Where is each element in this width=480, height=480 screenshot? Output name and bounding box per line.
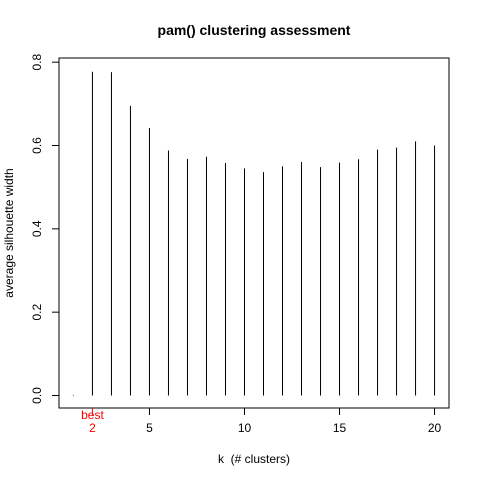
y-axis-label: average silhouette width [2, 168, 16, 297]
x-axis: 5 10 15 20 [146, 407, 442, 435]
x-tick-label: 20 [428, 421, 442, 435]
best-k-value-label: 2 [89, 421, 96, 435]
x-tick-label: 5 [146, 421, 153, 435]
y-tick-label: 0.8 [30, 54, 44, 71]
best-word-label: best [81, 408, 104, 422]
y-tick-label: 0.4 [30, 220, 44, 237]
y-axis: 0.0 0.2 0.4 0.6 0.8 [30, 54, 60, 404]
y-tick-label: 0.0 [30, 387, 44, 404]
bar-lines [72, 71, 436, 396]
y-tick-label: 0.2 [30, 304, 44, 321]
x-axis-label: k (# clusters) [218, 452, 290, 466]
x-tick-label: 10 [238, 421, 252, 435]
y-tick-label: 0.6 [30, 137, 44, 154]
chart-title: pam() clustering assessment [158, 22, 351, 38]
plot-frame [58, 57, 450, 409]
x-tick-label: 15 [333, 421, 347, 435]
